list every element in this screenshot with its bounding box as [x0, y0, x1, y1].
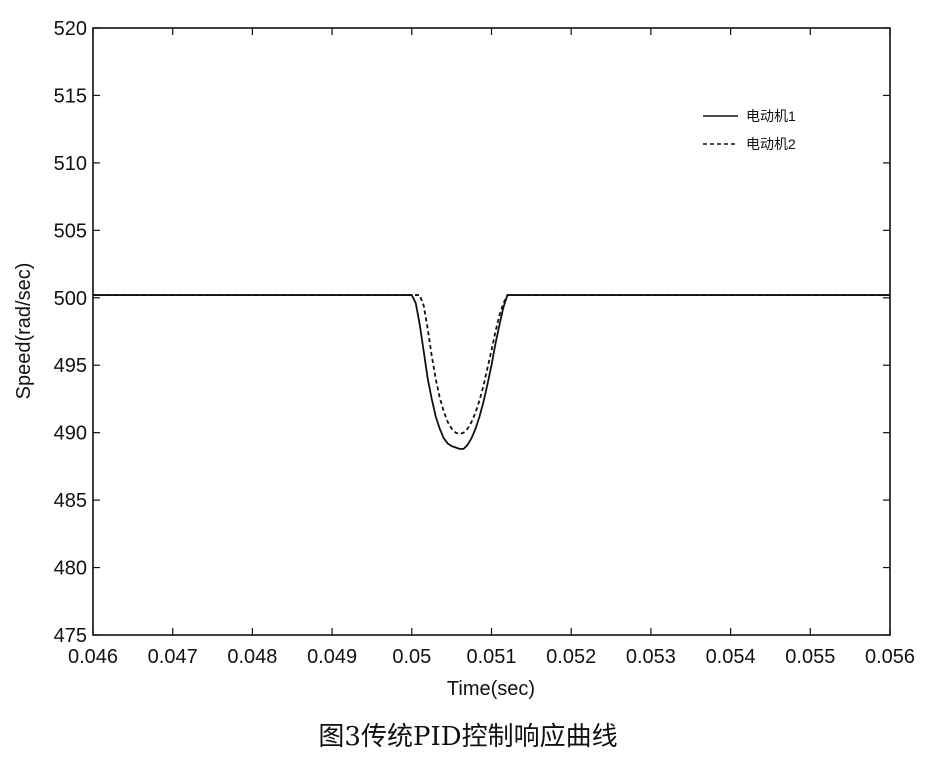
x-tick-label: 0.05 [392, 646, 431, 668]
y-tick-label: 515 [54, 85, 87, 107]
y-tick-label: 490 [54, 423, 87, 445]
x-tick-label: 0.056 [865, 646, 915, 668]
x-tick-label: 0.046 [68, 646, 118, 668]
y-tick-label: 505 [54, 220, 87, 242]
x-axis-ticks: 0.046 0.047 0.048 0.049 0.05 0.051 0.052 0.053 0… [68, 28, 915, 668]
x-tick-label: 0.054 [706, 646, 756, 668]
plot-area [92, 27, 891, 636]
chart: 0.046 0.047 0.048 0.049 0.05 0.051 0.052 0.053 0… [13, 18, 915, 700]
legend-label-motor1: 电动机1 [746, 108, 796, 124]
y-tick-label: 520 [54, 18, 87, 40]
y-tick-label: 500 [54, 288, 87, 310]
y-tick-label: 495 [54, 355, 87, 377]
x-tick-label: 0.055 [785, 646, 835, 668]
y-tick-label: 485 [54, 490, 87, 512]
x-tick-label: 0.048 [227, 646, 277, 668]
x-tick-label: 0.052 [546, 646, 596, 668]
legend: 电动机1 电动机2 [703, 108, 796, 152]
y-axis-ticks: 475 480 485 490 495 500 505 510 515 520 [54, 18, 890, 647]
series-line-1 [93, 294, 890, 450]
series-layer [93, 294, 890, 450]
figure-caption: 图3传统PID控制响应曲线 [318, 722, 618, 752]
y-axis-label: Speed(rad/sec) [13, 263, 35, 400]
y-tick-label: 480 [54, 558, 87, 580]
x-tick-label: 0.053 [626, 646, 676, 668]
x-tick-label: 0.049 [307, 646, 357, 668]
x-axis-label: Time(sec) [447, 678, 535, 700]
y-tick-label: 510 [54, 153, 87, 175]
legend-label-motor2: 电动机2 [746, 136, 796, 152]
x-tick-label: 0.047 [148, 646, 198, 668]
x-tick-label: 0.051 [466, 646, 516, 668]
series-line-2 [93, 294, 890, 435]
y-tick-label: 475 [54, 625, 87, 647]
